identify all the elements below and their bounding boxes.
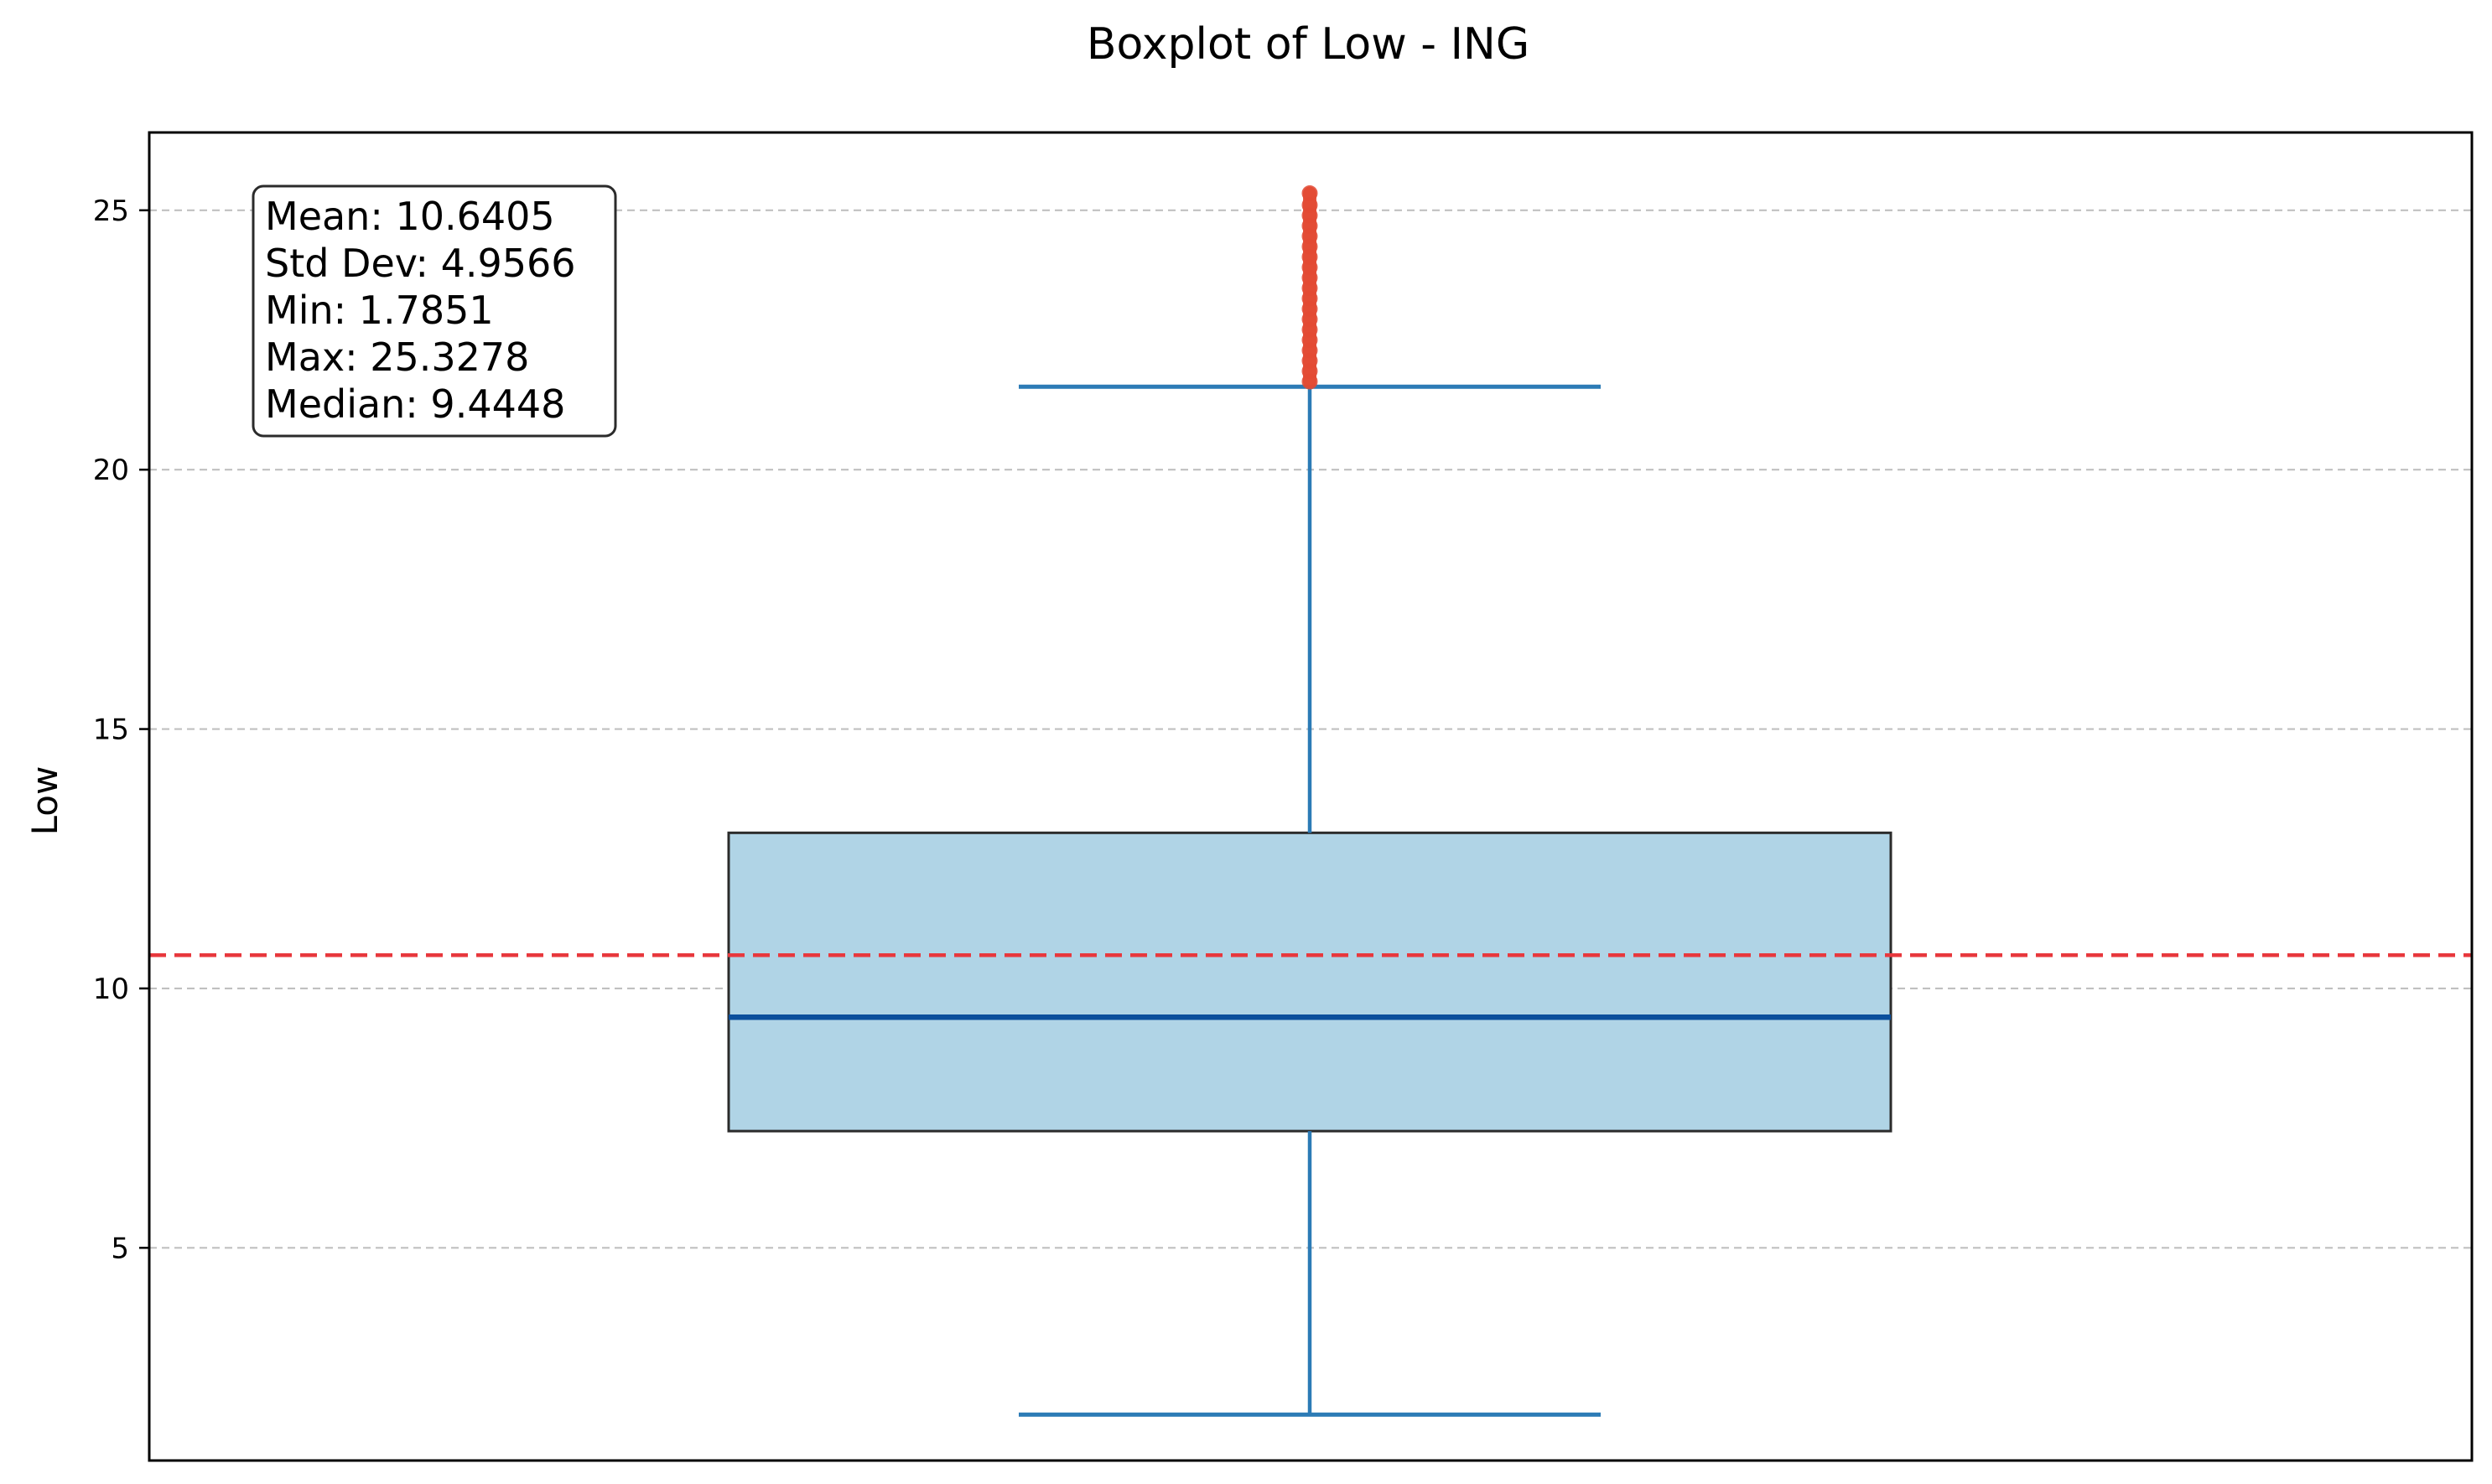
stats-median: Median: 9.4448 xyxy=(265,381,565,427)
y-axis-label: Low xyxy=(24,766,65,836)
chart-title: Boxplot of Low - ING xyxy=(1087,19,1529,70)
stats-std-dev: Std Dev: 4.9566 xyxy=(265,241,576,286)
stats-box-frame xyxy=(252,184,617,438)
y-tick-label-5: 5 xyxy=(111,1232,129,1265)
axes-frame xyxy=(148,131,2474,1462)
plot-area xyxy=(149,185,2472,1417)
stats-mean: Mean: 10.6405 xyxy=(265,194,555,239)
stats-min: Min: 1.7851 xyxy=(265,288,494,333)
iqr-box xyxy=(727,831,1892,1133)
stats-annotation-box: Mean: 10.6405 Std Dev: 4.9566 Min: 1.785… xyxy=(252,184,617,438)
y-tick-label-25: 25 xyxy=(93,195,129,228)
y-tick-label-10: 10 xyxy=(93,973,129,1006)
stats-max: Max: 25.3278 xyxy=(265,335,529,380)
outlier-points xyxy=(1301,185,1318,390)
y-tick-label-20: 20 xyxy=(93,454,129,487)
y-tick-label-15: 15 xyxy=(93,713,129,747)
y-axis-ticks: 5 10 15 20 25 xyxy=(93,195,149,1265)
